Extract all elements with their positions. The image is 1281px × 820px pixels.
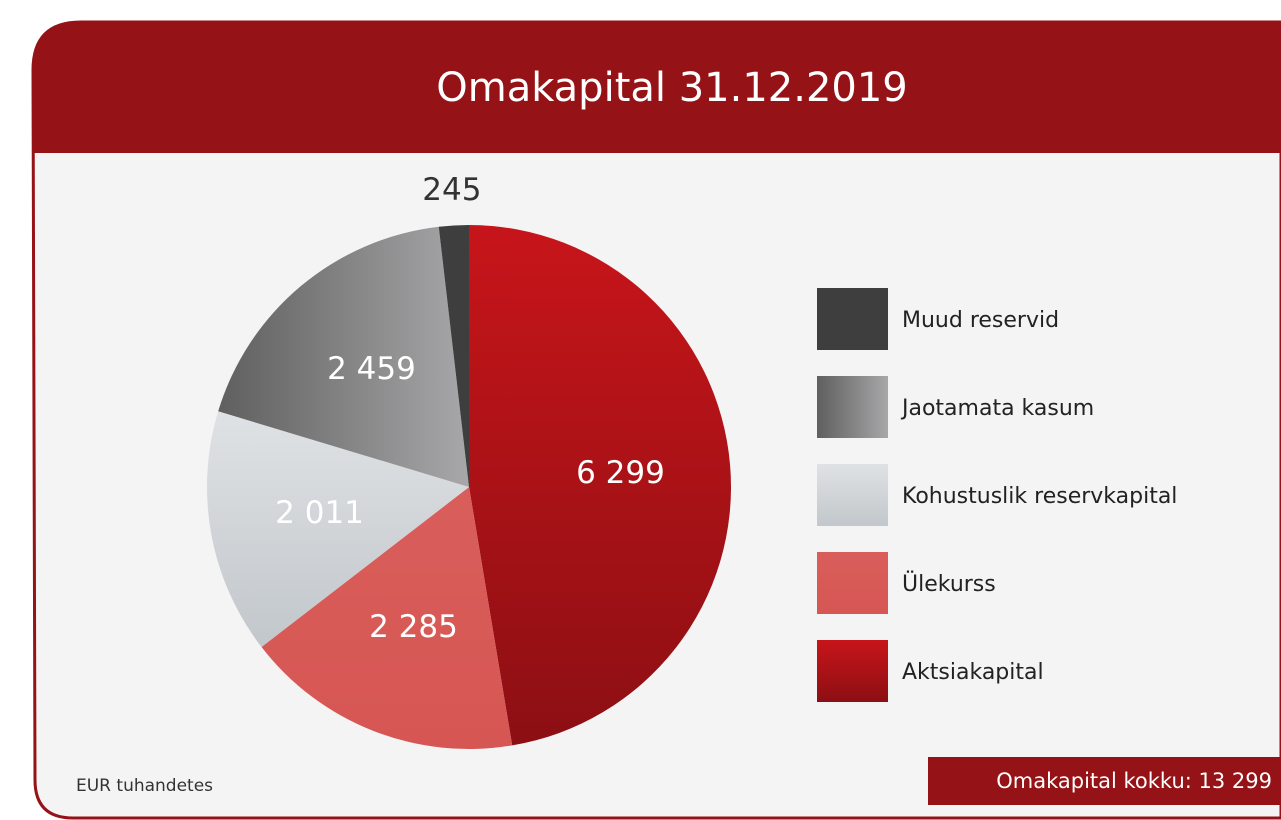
data-label: 245 [422,172,481,208]
legend-label: Muud reservid [902,308,1059,333]
chart-title: Omakapital 31.12.2019 [436,65,907,111]
data-label: 2 285 [369,609,458,645]
legend-swatch [817,288,888,350]
pie-slice [261,487,513,750]
pie-slice [207,411,470,647]
unit-note: EUR tuhandetes [76,776,213,796]
total-label: Omakapital kokku: 13 299 [996,769,1272,793]
pie-slice [469,225,731,746]
legend-swatch [817,464,888,526]
legend-label: Kohustuslik reservkapital [902,484,1177,509]
legend-swatch [817,552,888,614]
legend-label: Aktsiakapital [902,660,1044,685]
data-label: 2 011 [275,495,364,531]
data-label: 6 299 [576,455,665,491]
pie-slice [438,225,469,487]
legend-swatch [817,376,888,438]
header [33,22,1281,153]
legend-label: Jaotamata kasum [900,396,1094,421]
pie-slice [218,226,469,487]
legend-label: Ülekurss [902,571,996,597]
data-label: 2 459 [327,351,416,387]
legend-swatch [817,640,888,702]
total-box [928,757,1281,805]
